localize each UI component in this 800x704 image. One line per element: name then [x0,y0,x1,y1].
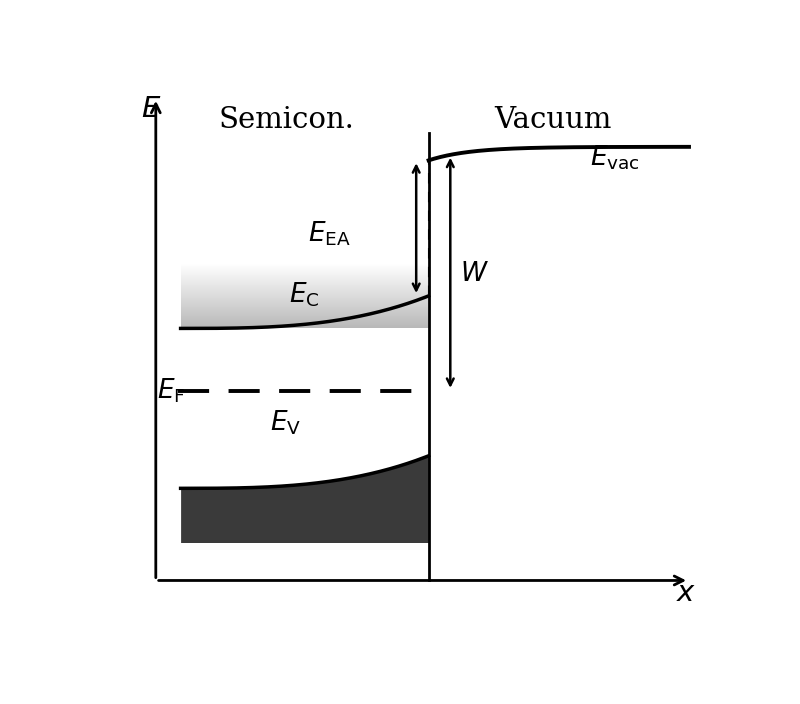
Text: Vacuum: Vacuum [494,106,611,134]
Text: Semicon.: Semicon. [218,106,354,134]
Text: $E$: $E$ [141,95,161,123]
Text: $E_{\rm vac}$: $E_{\rm vac}$ [590,144,640,172]
Text: $E_{\rm F}$: $E_{\rm F}$ [157,377,186,405]
Text: $x$: $x$ [676,579,696,607]
Text: $E_{\rm EA}$: $E_{\rm EA}$ [308,220,351,248]
Text: $E_{\rm C}$: $E_{\rm C}$ [290,281,320,310]
Text: $E_{\rm V}$: $E_{\rm V}$ [270,408,302,436]
Text: $W$: $W$ [459,261,489,287]
